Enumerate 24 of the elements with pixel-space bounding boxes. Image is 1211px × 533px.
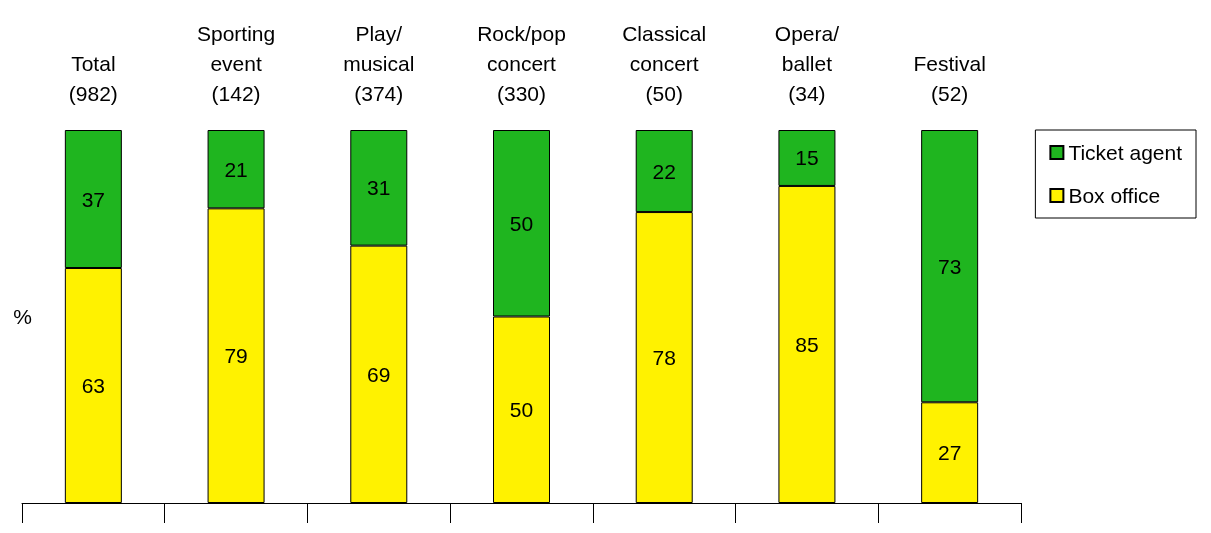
data-label: 78 (652, 346, 676, 370)
data-label: 15 (795, 146, 819, 170)
x-tick-label: Total (982) (68, 51, 118, 105)
data-label: 31 (367, 176, 391, 200)
legend-label: Ticket agent (1068, 141, 1183, 164)
data-label: 63 (81, 374, 106, 398)
x-tick-label: Sporting event (142) (196, 21, 276, 105)
data-label: 69 (367, 362, 391, 386)
legend-label: Box office (1068, 184, 1161, 207)
data-label: 79 (224, 344, 248, 368)
x-tick-label: Classical concert (50) (622, 21, 707, 105)
data-label: 50 (509, 398, 534, 422)
data-label: 50 (509, 211, 534, 235)
data-label: 22 (652, 159, 676, 183)
data-label: 27 (937, 441, 962, 465)
data-label: 21 (224, 157, 248, 181)
x-tick-label: Play/ musical (374) (343, 21, 415, 105)
data-label: 85 (795, 332, 819, 356)
data-label: 73 (937, 254, 962, 278)
y-axis-title: % (13, 305, 32, 328)
x-tick-label: Opera/ ballet (34) (774, 21, 840, 105)
x-tick-label: Festival (52) (913, 51, 986, 105)
x-tick-label: Rock/pop concert (330) (477, 21, 566, 105)
data-label: 37 (81, 187, 106, 211)
